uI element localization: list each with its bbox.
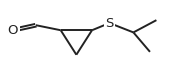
Text: S: S bbox=[105, 17, 114, 30]
Text: O: O bbox=[8, 24, 18, 37]
